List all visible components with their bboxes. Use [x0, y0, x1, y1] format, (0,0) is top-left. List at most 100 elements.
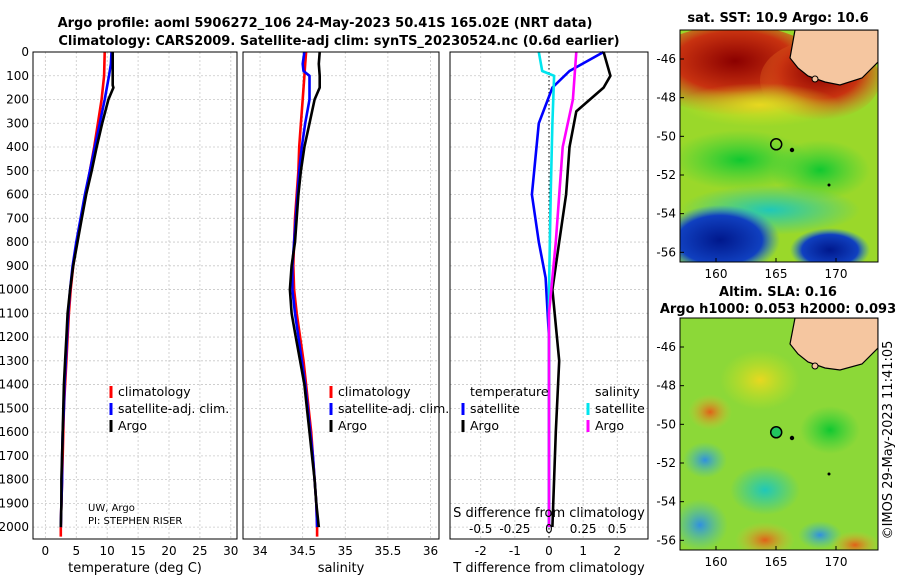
y-tick-label: 100: [6, 69, 29, 83]
y-tick-label: 1800: [0, 473, 29, 487]
map-x-tick-label: 170: [825, 555, 848, 569]
x-tick-label: 10: [100, 544, 115, 558]
sla-map-axes: 160 165 170 -46 -48 -50 -52 -54 -56: [656, 340, 847, 569]
x-tick-label: 20: [161, 544, 176, 558]
x-tick-label: 35: [338, 544, 353, 558]
series-line-argo: [288, 51, 322, 528]
legend-label-argo: Argo: [118, 418, 147, 433]
x-tick-label: 0: [545, 544, 553, 558]
y-tick-label: 500: [6, 164, 29, 178]
map-y-tick-label: -56: [656, 245, 676, 259]
legend-label-satellite: satellite-adj. clim.: [118, 401, 229, 416]
map-x-tick-label: 160: [705, 555, 728, 569]
map-y-tick-label: -54: [656, 495, 676, 509]
x-tick-label: 30: [223, 544, 238, 558]
s-difference-axis-label: S difference from climatology: [453, 506, 645, 521]
y-tick-label: 1400: [0, 378, 29, 392]
s-tick-label: -0.5: [469, 522, 492, 536]
y-tick-label: 1200: [0, 330, 29, 344]
map-y-tick-label: -54: [656, 207, 676, 221]
sla-map-frame: [679, 317, 879, 551]
legend-label-climatology: climatology: [338, 384, 411, 399]
sla-map-subtitle: Argo h1000: 0.053 h2000: 0.093: [660, 302, 896, 317]
s-difference-ticks: -0.5 -0.25 0 0.25 0.5: [469, 522, 627, 536]
series-line-t-argo: [551, 51, 612, 528]
map-y-tick-label: -50: [656, 417, 676, 431]
y-tick-label: 400: [6, 140, 29, 154]
legend-label-s-satellite: satellite: [595, 401, 645, 416]
temperature-legend: climatology satellite-adj. clim. Argo: [109, 384, 229, 433]
x-tick-label: 25: [192, 544, 207, 558]
legend-label-satellite: satellite-adj. clim.: [338, 401, 449, 416]
map-x-tick-label: 170: [825, 267, 848, 281]
sst-map: [680, 30, 878, 262]
map-y-tick-label: -48: [656, 91, 676, 105]
y-tick-label: 1600: [0, 425, 29, 439]
s-tick-label: 0: [545, 522, 553, 536]
x-tick-label: 15: [130, 544, 145, 558]
sst-map-frame: [679, 29, 879, 263]
y-tick-label: 1700: [0, 449, 29, 463]
difference-panel: -2 -1 0 1 2 T difference from climatology: [449, 50, 649, 576]
figure-title-line1: Argo profile: aoml 5906272_106 24-May-20…: [58, 16, 593, 31]
sla-map-title: Altim. SLA: 0.16: [719, 285, 837, 300]
sst-map-axes: 160 165 170 -46 -48 -50 -52 -54 -56: [656, 52, 847, 281]
map-x-tick-label: 160: [705, 267, 728, 281]
series-line-s-argo: [547, 51, 578, 528]
salinity-panel: 34 34.5 35 35.5 36 salinity: [242, 51, 440, 576]
x-axis-label: salinity: [318, 561, 365, 576]
x-tick-label: 1: [579, 544, 587, 558]
credit-text: UW, Argo: [88, 503, 135, 514]
temperature-panel: 0 5 10 15 20 25 300100200300400500600700800900…: [0, 45, 238, 576]
difference-legend-salinity: salinity satellite Argo: [586, 384, 645, 433]
y-tick-label: 900: [6, 259, 29, 273]
gridlines: [243, 51, 439, 539]
map-y-tick-label: -46: [656, 52, 676, 66]
y-tick-label: 0: [21, 45, 29, 59]
legend-label-climatology: climatology: [118, 384, 191, 399]
gridlines: [450, 51, 648, 539]
x-tick-label: 35.5: [375, 544, 402, 558]
legend-label-s-argo: Argo: [595, 418, 624, 433]
x-tick-label: 36: [423, 544, 438, 558]
x-tick-label: 2: [613, 544, 621, 558]
salinity-legend: climatology satellite-adj. clim. Argo: [329, 384, 449, 433]
difference-legend-temperature: temperature satellite Argo: [461, 384, 549, 433]
series-line-argo: [59, 52, 115, 528]
y-tick-label: 600: [6, 188, 29, 202]
argo-location-marker: [769, 426, 783, 439]
map-y-tick-label: -48: [656, 379, 676, 393]
y-tick-label: 1900: [0, 496, 29, 510]
x-axis-label: T difference from climatology: [452, 561, 645, 576]
s-tick-label: -0.25: [499, 522, 530, 536]
map-x-tick-label: 165: [765, 267, 788, 281]
figure-title-line2: Climatology: CARS2009. Satellite-adj cli…: [58, 34, 619, 49]
s-tick-label: 0.25: [570, 522, 597, 536]
x-tick-label: 34.5: [289, 544, 316, 558]
s-tick-label: 0.5: [608, 522, 627, 536]
pi-text: PI: STEPHEN RISER: [88, 516, 182, 527]
y-tick-label: 200: [6, 93, 29, 107]
sla-map: [680, 318, 878, 550]
y-tick-label: 1000: [0, 283, 29, 297]
map-y-tick-label: -46: [656, 340, 676, 354]
x-tick-label: 34: [252, 544, 267, 558]
series-line-climatology: [59, 51, 106, 537]
y-tick-label: 2000: [0, 520, 29, 534]
coastline-land: [789, 318, 878, 371]
legend-label-t-argo: Argo: [470, 418, 499, 433]
y-tick-label: 800: [6, 235, 29, 249]
imos-timestamp: ©IMOS 29-May-2023 11:41:05: [881, 341, 896, 540]
plot-frame: [449, 51, 649, 540]
y-tick-label: 1300: [0, 354, 29, 368]
legend-label-argo: Argo: [338, 418, 367, 433]
y-tick-label: 1100: [0, 306, 29, 320]
y-tick-label: 700: [6, 211, 29, 225]
map-y-tick-label: -52: [656, 168, 676, 182]
x-tick-label: -2: [475, 544, 487, 558]
legend-title-temperature: temperature: [470, 384, 549, 399]
y-tick-label: 1500: [0, 401, 29, 415]
sst-map-title: sat. SST: 10.9 Argo: 10.6: [687, 11, 868, 26]
map-y-tick-label: -50: [656, 129, 676, 143]
